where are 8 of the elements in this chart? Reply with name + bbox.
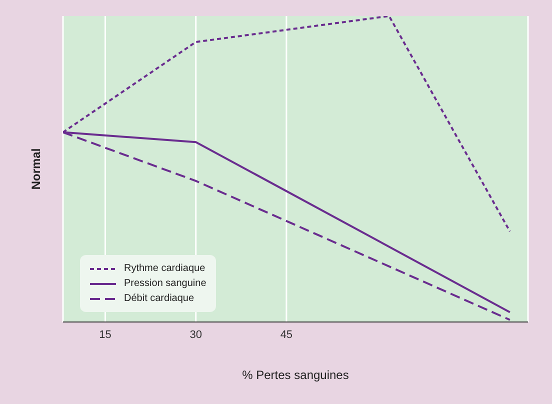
legend-label: Rythme cardiaque (124, 263, 206, 274)
x-tick-label: 15 (99, 328, 112, 341)
y-axis-title: Normal (29, 148, 43, 190)
x-tick-label: 30 (190, 328, 202, 341)
legend-label: Pression sanguine (124, 278, 206, 289)
x-tick-label: 45 (280, 328, 293, 341)
legend-label: Débit cardiaque (124, 293, 194, 304)
x-axis-title: % Pertes sanguines (241, 368, 350, 382)
